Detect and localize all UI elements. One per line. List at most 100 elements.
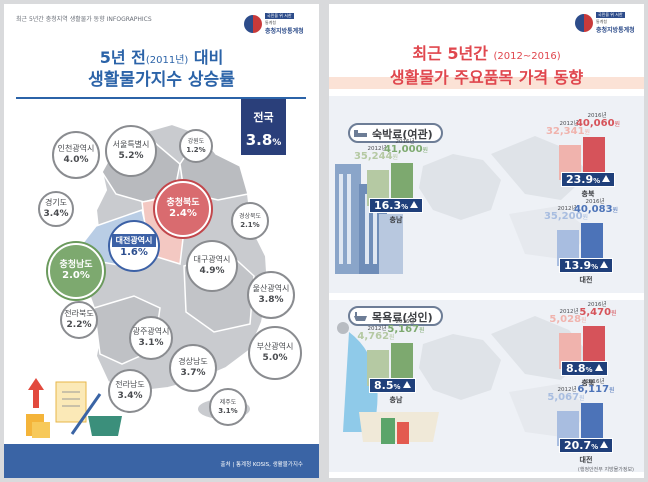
region-ulsan: 울산광역시 3.8%	[247, 271, 295, 319]
logo-tag: 국민을 위 서한	[596, 12, 625, 18]
logo-small: 통계청	[596, 19, 608, 24]
change-badge: 16.3%	[369, 198, 424, 213]
year-label-2016: 2016년	[395, 318, 415, 325]
price-2012: 5,067원	[547, 391, 585, 403]
up-arrow-icon	[402, 381, 411, 388]
bar-2016	[391, 342, 413, 386]
place-label: 충북	[581, 379, 595, 387]
title-rule	[16, 97, 306, 99]
shopping-illustration	[26, 378, 122, 438]
bar-2012	[367, 349, 389, 386]
region-chungbuk: 충청북도 2.4%	[155, 181, 211, 237]
region-gyeongbuk: 경상북도 2.1%	[231, 202, 269, 240]
place-label: 충남	[389, 396, 403, 404]
year-label-2016: 2016년	[587, 301, 607, 308]
footer-bar	[4, 444, 319, 478]
region-daejeon: 대전광역시 1.6%	[108, 220, 160, 272]
right-title-line2: 생활물가 주요품목 가격 동향	[389, 68, 584, 87]
region-busan: 부산광역시 5.0%	[248, 326, 302, 380]
source-note: (행정안전부 지방물가정보)	[577, 467, 634, 473]
bar-2012	[557, 230, 579, 266]
bed-icon	[354, 130, 367, 137]
year-label-2016: 2016년	[585, 198, 605, 205]
bar-2016	[583, 325, 605, 369]
right-infographic: 국민을 위 서한 통계청 충청지방통계청 최근 5년간 (2012~2016) …	[329, 4, 644, 478]
year-label-2012: 2012년	[559, 121, 579, 128]
place-label: 대전	[579, 456, 593, 464]
title-highlight	[329, 77, 644, 89]
region-gangwon: 강원도 1.2%	[179, 129, 213, 163]
logo: 국민을 위 서한 통계청 충청지방통계청	[575, 12, 635, 34]
price-2012: 35,200원	[543, 211, 589, 223]
price-2016: 6,117원	[577, 383, 615, 395]
bar-2016	[391, 162, 413, 206]
source-note: 출처 | 통계청 KOSIS, 생활물가지수	[220, 462, 304, 468]
price-2012: 35,244원	[353, 151, 399, 163]
up-arrow-icon	[410, 201, 419, 208]
region-jeonnam: 전라남도 3.4%	[108, 369, 152, 413]
left-title-line2: 생활물가지수 상승률	[88, 70, 235, 90]
change-badge: 23.9%	[561, 172, 616, 187]
price-2016: 5,470원	[579, 306, 617, 318]
left-infographic: 최근 5년간 충청지역 생활물가 동향 INFOGRAPHICS 국민을 위 서…	[4, 4, 319, 478]
bar-2016	[581, 222, 603, 266]
place-label: 대전	[579, 276, 593, 284]
logo-name: 충청지방통계청	[596, 27, 635, 34]
region-gyeonggi: 경기도 3.4%	[38, 191, 74, 227]
year-label-2016: 2016년	[585, 378, 605, 385]
year-label-2012: 2012년	[559, 308, 579, 315]
year-label-2016: 2016년	[587, 112, 607, 119]
region-gwangju: 광주광역시 3.1%	[129, 316, 173, 360]
logo-small: 통계청	[265, 20, 277, 25]
logo: 국민을 위 서한 통계청 충청지방통계청	[244, 13, 304, 35]
emblem-icon	[575, 14, 593, 32]
place-label: 충북	[581, 190, 595, 198]
region-seoul: 서울특별시 5.2%	[105, 125, 157, 177]
region-chungnam: 충청남도 2.0%	[48, 243, 104, 299]
price-2012: 4,762원	[357, 330, 395, 342]
year-label-2012: 2012년	[367, 325, 387, 332]
price-2012: 5,028원	[549, 313, 587, 325]
price-2016: 5,167원	[387, 323, 425, 335]
right-title-line1: 최근 5년간 (2012~2016)	[412, 44, 561, 63]
price-2012: 32,341원	[545, 126, 591, 138]
caption: 최근 5년간 충청지역 생활물가 동향 INFOGRAPHICS	[16, 16, 152, 23]
change-badge: 8.5%	[369, 378, 416, 393]
price-2016: 41,000원	[383, 143, 429, 155]
place-label: 충남	[389, 216, 403, 224]
region-incheon: 인천광역시 4.0%	[52, 131, 100, 179]
year-label-2012: 2012년	[557, 206, 577, 213]
national-label: 전국	[253, 111, 274, 124]
region-gyeongnam: 경상남도 3.7%	[169, 344, 217, 392]
emblem-icon	[244, 15, 262, 33]
change-badge: 20.7%	[559, 438, 614, 453]
up-arrow-icon	[594, 364, 603, 371]
up-arrow-icon	[602, 175, 611, 182]
category-lodging: 숙박료(여관)	[348, 123, 443, 143]
logo-tag: 국민을 위 서한	[265, 13, 294, 19]
price-2016: 40,060원	[575, 117, 621, 129]
up-arrow-icon	[600, 261, 609, 268]
change-badge: 13.9%	[559, 258, 614, 273]
up-arrow-icon	[600, 441, 609, 448]
region-daegu: 대구광역시 4.9%	[186, 240, 238, 292]
price-2016: 40,083원	[573, 203, 619, 215]
bar-2012	[557, 410, 579, 446]
bathtub-icon	[354, 312, 367, 321]
national-rate-box: 전국 3.8%	[241, 99, 286, 155]
year-label-2016: 2016년	[395, 138, 415, 145]
bar-2016	[581, 402, 603, 446]
left-title-line1: 5년 전(2011년) 대비	[99, 48, 224, 67]
change-badge: 8.8%	[561, 361, 608, 376]
bar-2012	[559, 332, 581, 369]
region-jeonbuk: 전라북도 2.2%	[60, 301, 98, 339]
bar-2016	[583, 136, 605, 180]
bar-2012	[367, 170, 389, 206]
logo-name: 충청지방통계청	[265, 28, 304, 35]
bar-2012	[559, 145, 581, 180]
category-bath: 목욕료(성인)	[348, 306, 443, 326]
year-label-2012: 2012년	[367, 146, 387, 153]
building-illustration	[335, 164, 403, 274]
national-value: 3.8%	[245, 131, 282, 149]
year-label-2012: 2012년	[557, 386, 577, 393]
